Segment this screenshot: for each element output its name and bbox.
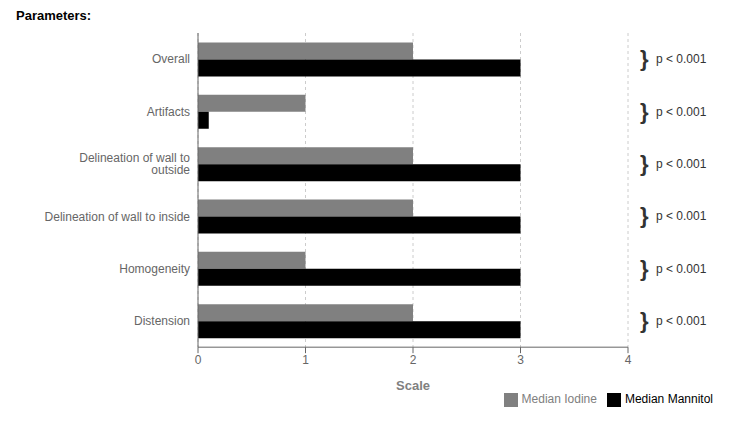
svg-text:}: } [640,99,649,124]
html-text:Parameters:: Parameters: [16,8,92,23]
svg-text:p < 0.001: p < 0.001 [656,314,707,328]
svg-text:1: 1 [302,353,309,367]
svg-text:}: } [640,151,649,176]
svg-text:Overall: Overall [152,52,190,66]
svg-text:4: 4 [625,353,632,367]
svg-text:Distension: Distension [134,314,190,328]
svg-text:Homogeneity: Homogeneity [119,262,190,276]
svg-text:Delineation of wall tooutside: Delineation of wall tooutside [79,151,190,177]
svg-text:Scale: Scale [396,378,430,393]
svg-text:p < 0.001: p < 0.001 [656,262,707,276]
svg-text:2: 2 [410,353,417,367]
svg-text:Artifacts: Artifacts [147,105,190,119]
svg-text:p < 0.001: p < 0.001 [656,105,707,119]
svg-text:}: } [640,256,649,281]
html-text:Median Iodine: Median Iodine [521,392,597,407]
svg-text:}: } [640,308,649,333]
svg-text:p < 0.001: p < 0.001 [656,209,707,223]
svg-text:3: 3 [517,353,524,367]
svg-text:}: } [640,203,649,228]
svg-text:}: } [640,46,649,71]
svg-text:p < 0.001: p < 0.001 [656,157,707,171]
html-text:Median Mannitol: Median Mannitol [624,392,713,407]
svg-text:Delineation of wall to inside: Delineation of wall to inside [45,210,191,224]
svg-text:p < 0.001: p < 0.001 [656,52,707,66]
svg-text:0: 0 [195,353,202,367]
